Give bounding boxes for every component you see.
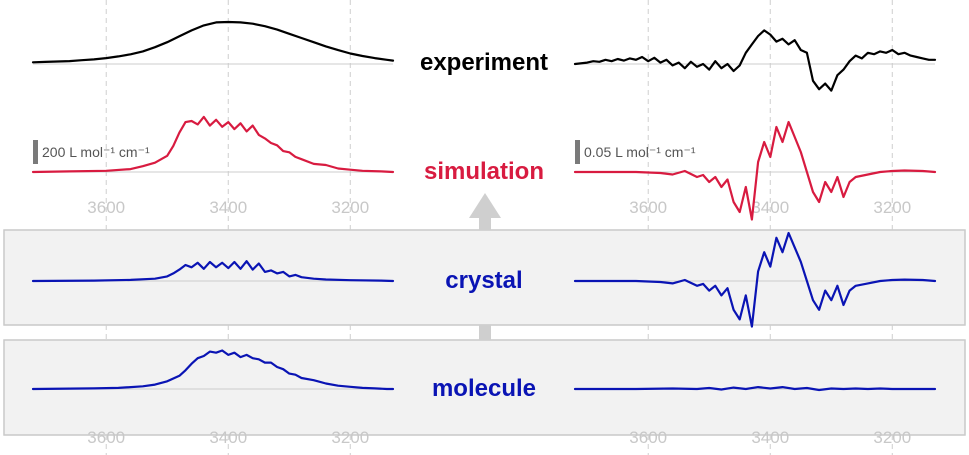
upper-arrow-head: [469, 193, 501, 218]
series-line-left-experiment: [31, 20, 395, 64]
label-crystal: crystal: [445, 267, 522, 294]
lower-arrow-shaft: [479, 325, 491, 340]
vertical-gridlines: [105, 0, 893, 455]
tick-label-left-3600-0: 3600: [87, 198, 125, 217]
tick-label-right-3400-0: 3400: [751, 198, 789, 217]
label-simulation: simulation: [424, 158, 544, 185]
tick-label-left-3200-1: 3200: [331, 428, 369, 447]
series-line-right-experiment: [573, 29, 937, 92]
tick-label-left-3400-0: 3400: [209, 198, 247, 217]
tick-label-right-3600-1: 3600: [629, 428, 667, 447]
tick-label-right-3400-1: 3400: [751, 428, 789, 447]
tick-label-left-3200-0: 3200: [331, 198, 369, 217]
label-molecule: molecule: [432, 375, 536, 402]
scale-bar-label-left: 200 L mol⁻¹ cm⁻¹: [42, 144, 150, 160]
tick-label-right-3200-1: 3200: [873, 428, 911, 447]
upper-arrow-shaft: [479, 218, 491, 230]
scale-bar-label-right: 0.05 L mol⁻¹ cm⁻¹: [584, 144, 696, 160]
series-line-right-crystal: [573, 231, 937, 328]
scale-bars: 200 L mol⁻¹ cm⁻¹ 0.05 L mol⁻¹ cm⁻¹: [33, 140, 696, 164]
series-line-left-crystal: [31, 260, 395, 283]
label-experiment: experiment: [420, 49, 548, 76]
series-line-left-simulation: [31, 115, 395, 174]
x-tick-labels: 3600 3400 3200 3600 3400 3200 3600 3400 3200 3600…: [87, 198, 911, 447]
series-line-left-molecule: [31, 349, 395, 391]
tick-label-right-3600-0: 3600: [629, 198, 667, 217]
tick-label-right-3200-0: 3200: [873, 198, 911, 217]
scale-bar-left: [33, 140, 38, 164]
arrows: [469, 193, 501, 340]
series-line-right-simulation: [573, 120, 937, 221]
spectra-lines: [31, 20, 937, 392]
tick-label-left-3600-1: 3600: [87, 428, 125, 447]
tick-label-left-3400-1: 3400: [209, 428, 247, 447]
series-line-right-molecule: [573, 386, 937, 392]
scale-bar-right: [575, 140, 580, 164]
